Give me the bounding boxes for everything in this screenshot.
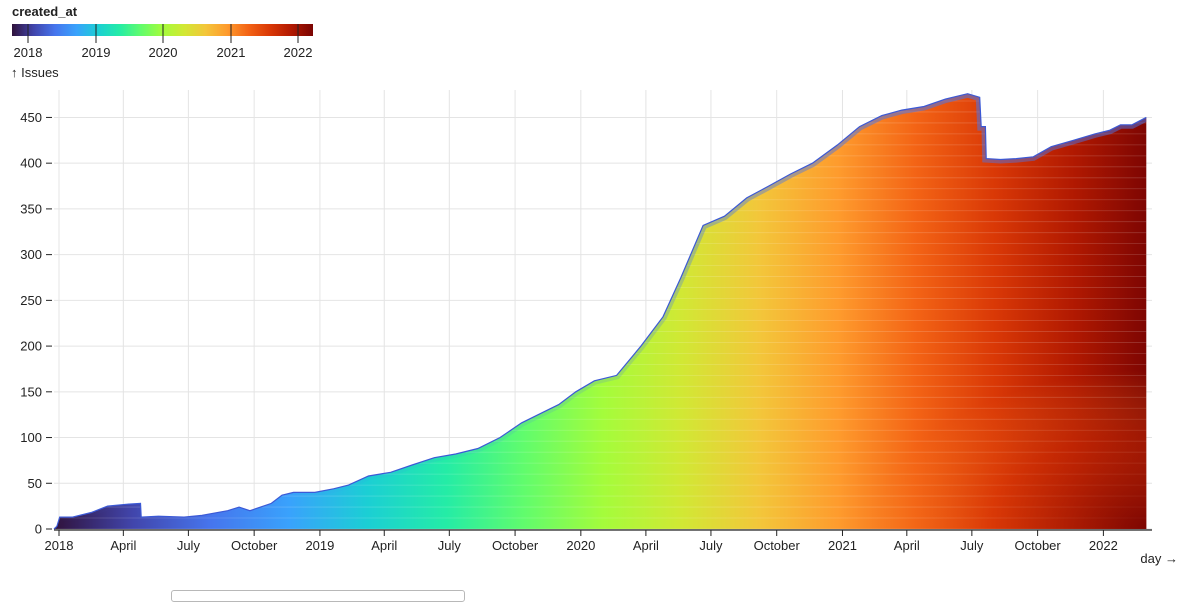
y-tick-label: 150	[20, 384, 42, 399]
legend-tick-label: 2019	[82, 45, 111, 60]
y-tick-label: 350	[20, 201, 42, 216]
x-tick-label: July	[960, 538, 984, 553]
legend-tick-label: 2022	[284, 45, 313, 60]
y-tick-label: 450	[20, 110, 42, 125]
x-tick-label: 2019	[305, 538, 334, 553]
bottom-input-box[interactable]	[171, 590, 465, 602]
y-tick-label: 400	[20, 156, 42, 171]
x-tick-label: 2020	[566, 538, 595, 553]
x-tick-label: 2018	[45, 538, 74, 553]
y-tick-label: 200	[20, 339, 42, 354]
y-axis-title: ↑ Issues	[11, 65, 59, 80]
x-tick-label: July	[177, 538, 201, 553]
y-tick-label: 50	[28, 476, 42, 491]
x-axis: 2018 April July October 2019 April July October…	[45, 529, 1152, 553]
x-tick-label: April	[371, 538, 397, 553]
x-tick-label: October	[1015, 538, 1062, 553]
legend-tick-label: 2020	[149, 45, 178, 60]
x-tick-label: October	[231, 538, 278, 553]
x-tick-label: July	[438, 538, 462, 553]
y-tick-label: 250	[20, 293, 42, 308]
y-axis: 0 50 100 150 200 250 300 350 400 450	[20, 110, 52, 537]
legend-ticks: 2018 2019 2020 2021 2022	[14, 24, 313, 60]
x-tick-label: April	[894, 538, 920, 553]
y-tick-label: 100	[20, 430, 42, 445]
x-tick-label: July	[699, 538, 723, 553]
color-legend: created_at 2018 2019 2020 2021 2022 ↑ Issues	[11, 4, 313, 80]
area-top-outline	[53, 93, 1147, 530]
stacked-area	[54, 93, 1147, 529]
x-tick-label: October	[492, 538, 539, 553]
y-tick-label: 0	[35, 522, 42, 537]
x-tick-label: April	[110, 538, 136, 553]
recent-shading	[654, 240, 1147, 529]
x-tick-label: 2021	[828, 538, 857, 553]
x-axis-title: day →	[1140, 551, 1178, 566]
x-tick-label: April	[633, 538, 659, 553]
x-tick-label: 2022	[1089, 538, 1118, 553]
y-tick-label: 300	[20, 247, 42, 262]
legend-title: created_at	[12, 4, 78, 19]
legend-tick-label: 2021	[217, 45, 246, 60]
x-tick-label: October	[754, 538, 801, 553]
legend-tick-label: 2018	[14, 45, 43, 60]
